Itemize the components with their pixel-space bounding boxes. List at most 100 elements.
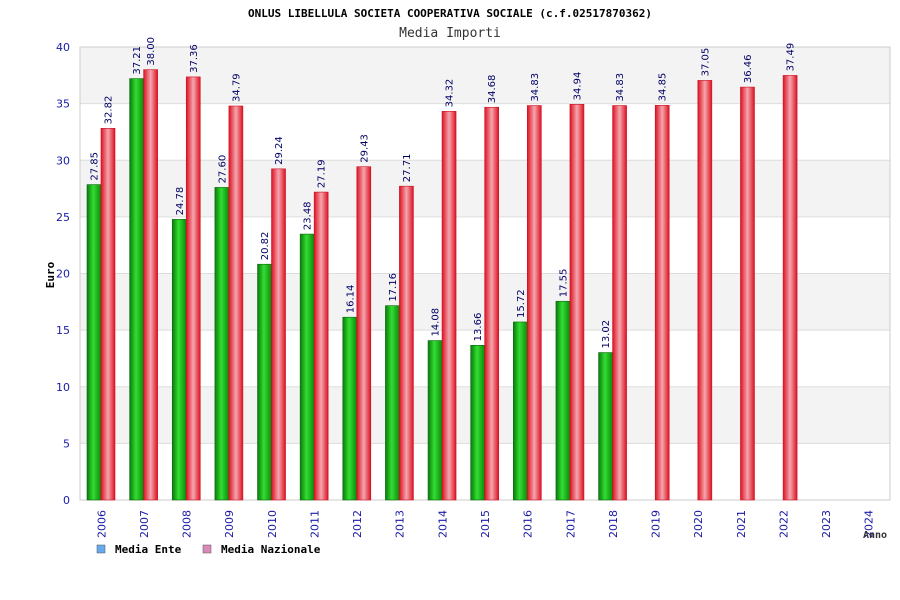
data-label: 13.02	[601, 320, 612, 349]
bar-media-nazionale	[569, 104, 585, 501]
data-labels-group: 27.85 37.21 24.78 27.60 20.82 23.48 16.14 17.16…	[90, 37, 797, 349]
x-tick-label: 2007	[138, 510, 151, 538]
data-label: 27.71	[402, 154, 413, 183]
bar-media-ente	[257, 263, 272, 501]
chart-title: ONLUS LIBELLULA SOCIETA COOPERATIVA SOCI…	[248, 7, 652, 20]
x-tick-label: 2011	[308, 510, 321, 538]
data-label: 29.24	[274, 136, 285, 165]
x-tick-label: 2020	[692, 510, 705, 538]
data-label: 27.19	[317, 159, 328, 188]
data-label: 29.43	[359, 134, 370, 163]
bar-media-nazionale	[356, 166, 372, 501]
x-tick-label: 2012	[351, 510, 364, 538]
data-label: 17.55	[558, 269, 569, 298]
data-label: 23.48	[303, 201, 314, 230]
data-label: 17.16	[388, 273, 399, 302]
x-tick-label: 2016	[522, 510, 535, 538]
chart-subtitle: Media Importi	[399, 26, 501, 41]
bar-media-nazionale	[100, 128, 116, 501]
bar-media-nazionale	[399, 185, 414, 501]
bar-media-nazionale	[612, 105, 627, 501]
y-tick-label: 35	[56, 98, 70, 111]
legend-swatch-ente	[96, 544, 106, 554]
bar-media-ente	[171, 219, 187, 501]
bar-media-nazionale	[740, 86, 755, 501]
x-axis: 2006 2007 2008 2009 2010 2011 2012 2013 2014 2015…	[95, 510, 875, 538]
data-label: 34.83	[615, 73, 626, 102]
bar-media-ente	[470, 345, 485, 501]
bar-media-ente	[598, 352, 613, 501]
x-tick-label: 2008	[181, 510, 194, 538]
data-label: 34.68	[487, 75, 498, 104]
y-axis: 0 5 10 15 20 25 30 35 40	[56, 41, 70, 507]
bar-media-ente	[342, 316, 358, 501]
data-label: 37.21	[132, 46, 143, 75]
bar-media-nazionale	[228, 105, 244, 501]
legend-label-nazionale: Media Nazionale	[221, 543, 321, 556]
bar-media-ente	[86, 184, 102, 501]
data-label: 34.85	[658, 73, 669, 102]
y-tick-label: 40	[56, 41, 70, 54]
y-tick-label: 30	[56, 154, 70, 167]
bar-media-nazionale	[313, 191, 329, 501]
bar-media-ente	[214, 187, 230, 501]
bar-media-nazionale	[697, 80, 713, 501]
grid-band	[80, 47, 890, 104]
x-tick-label: 2018	[607, 510, 620, 538]
y-tick-label: 25	[56, 211, 70, 224]
bar-media-ente	[427, 340, 443, 501]
bar-media-nazionale	[143, 69, 158, 501]
x-tick-label: 2009	[223, 510, 236, 538]
bar-media-ente	[385, 305, 400, 501]
bar-media-ente	[129, 78, 144, 501]
x-tick-label: 2023	[820, 510, 833, 538]
bar-media-nazionale	[185, 76, 201, 501]
x-tick-label: 2006	[95, 510, 108, 538]
y-axis-label: Euro	[44, 261, 57, 288]
data-label: 36.46	[743, 54, 754, 83]
x-tick-label: 2022	[777, 510, 790, 538]
bar-media-nazionale	[527, 105, 542, 501]
data-label: 15.72	[516, 289, 527, 318]
x-tick-label: 2017	[564, 510, 577, 538]
bar-media-nazionale	[484, 106, 499, 501]
x-tick-label: 2024	[863, 510, 876, 538]
y-tick-label: 0	[63, 494, 70, 507]
bar-media-ente	[299, 233, 315, 501]
y-tick-label: 10	[56, 381, 70, 394]
data-label: 34.83	[530, 73, 541, 102]
y-tick-label: 20	[56, 268, 70, 281]
x-tick-label: 2015	[479, 510, 492, 538]
data-label: 32.82	[104, 96, 115, 125]
x-tick-label: 2021	[735, 510, 748, 538]
data-label: 38.00	[146, 37, 157, 66]
data-label: 37.36	[189, 44, 200, 73]
x-tick-label: 2014	[436, 510, 449, 538]
data-label: 37.05	[700, 48, 711, 77]
data-label: 14.08	[431, 308, 442, 337]
data-label: 13.66	[473, 313, 484, 342]
legend-label-ente: Media Ente	[115, 543, 182, 556]
data-label: 37.49	[786, 43, 797, 72]
data-label: 34.79	[231, 73, 242, 102]
x-axis-label: Anno	[863, 530, 887, 541]
data-label: 34.32	[445, 79, 456, 108]
data-label: 24.78	[175, 187, 186, 216]
x-tick-label: 2010	[266, 510, 279, 538]
bar-media-ente	[513, 321, 528, 501]
legend-swatch-nazionale	[202, 544, 212, 554]
legend: Media Ente Media Nazionale	[96, 543, 321, 556]
bar-media-nazionale	[654, 105, 670, 501]
bar-media-nazionale	[782, 75, 798, 501]
bar-media-nazionale	[441, 111, 457, 501]
x-tick-label: 2019	[650, 510, 663, 538]
bar-media-nazionale	[271, 168, 286, 501]
x-tick-label: 2013	[394, 510, 407, 538]
bars-group	[86, 69, 798, 501]
data-label: 16.14	[345, 285, 356, 314]
data-label: 27.85	[90, 152, 101, 181]
data-label: 34.94	[572, 72, 583, 101]
bar-media-ente	[555, 300, 571, 501]
data-label: 20.82	[260, 232, 271, 261]
